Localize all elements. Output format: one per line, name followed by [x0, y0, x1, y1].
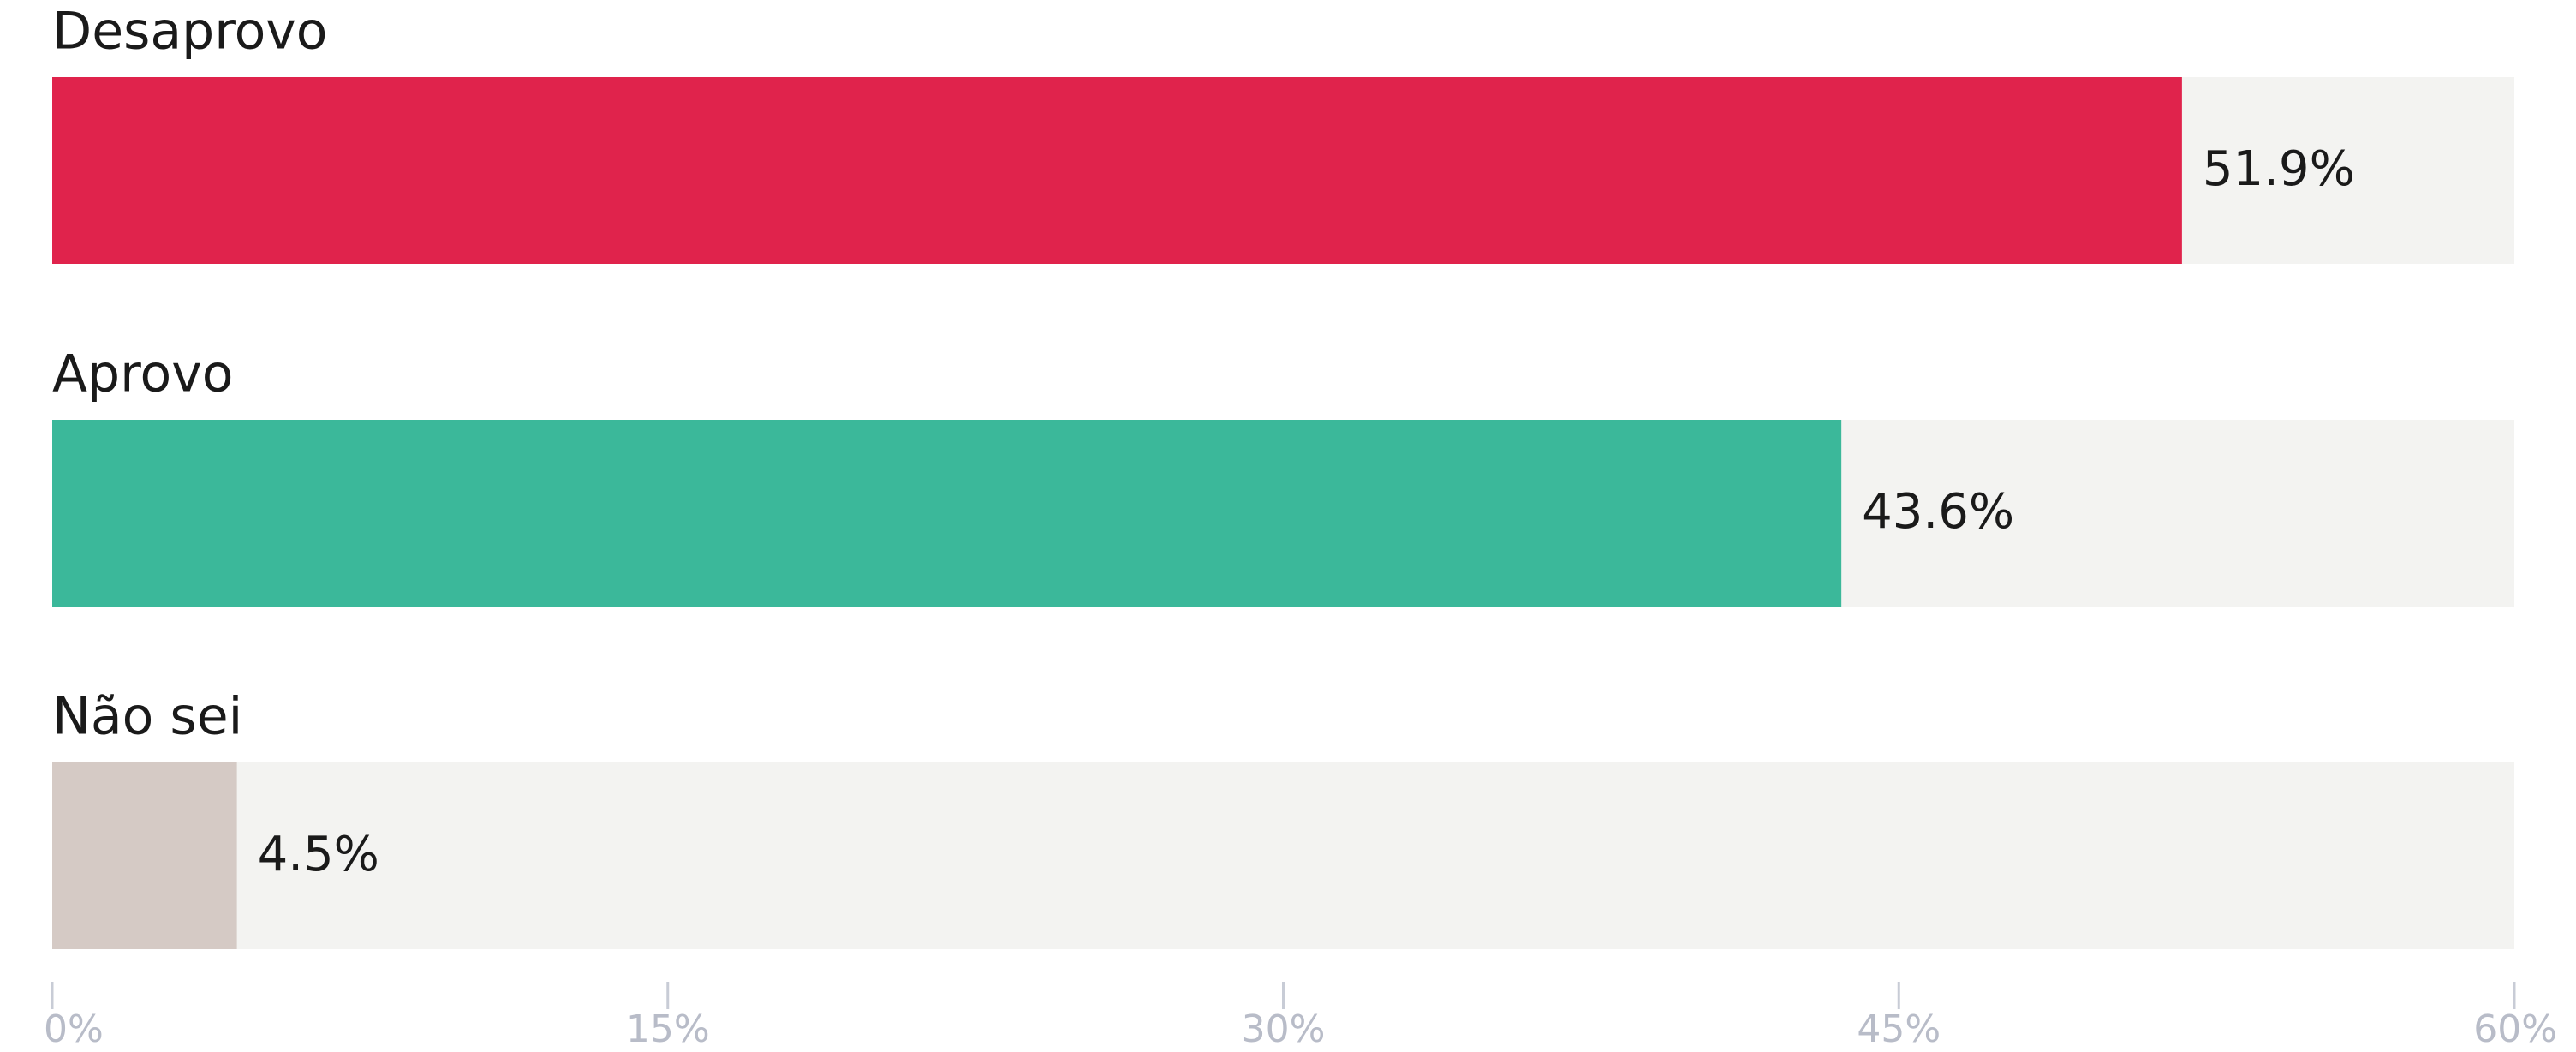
x-tick-label: 30%: [1242, 1007, 1326, 1051]
x-tick-label: 60%: [2473, 1007, 2557, 1051]
bar: [52, 77, 2182, 264]
category-label: Não sei: [52, 687, 242, 747]
bar: [52, 420, 1842, 607]
x-tick-label: 0%: [44, 1007, 104, 1051]
x-tick-label: 15%: [626, 1007, 710, 1051]
x-tick-label: 45%: [1857, 1007, 1941, 1051]
value-label: 4.5%: [258, 827, 379, 882]
category-label: Desaprovo: [52, 2, 328, 62]
value-label: 51.9%: [2203, 141, 2355, 197]
value-label: 43.6%: [1862, 484, 2014, 540]
category-label: Aprovo: [52, 344, 233, 404]
bar: [52, 762, 237, 949]
bar-track: [52, 762, 2514, 949]
